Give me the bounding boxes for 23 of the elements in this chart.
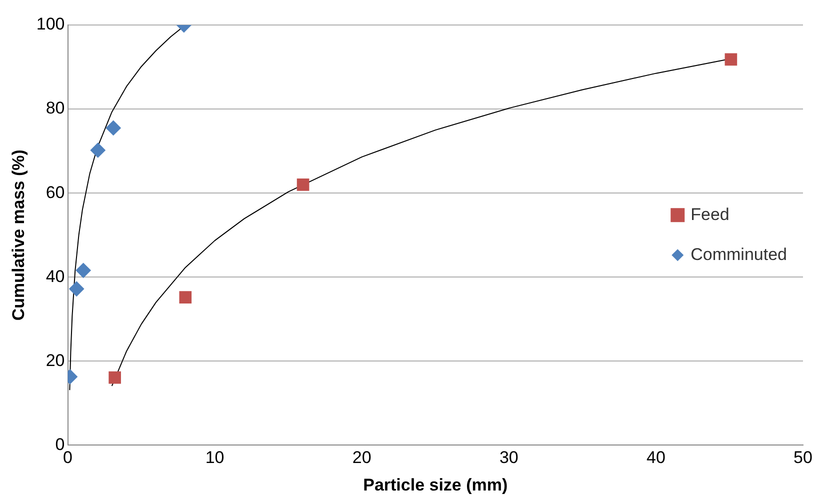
x-tick-label: 40 <box>646 448 666 468</box>
x-tick-label: 50 <box>794 448 812 468</box>
point <box>90 142 106 158</box>
point <box>106 120 121 136</box>
y-tick-label: 80 <box>46 98 65 118</box>
point <box>724 53 738 66</box>
x-axis-title: Particle size (mm) <box>363 475 508 494</box>
y-tick-label: 100 <box>36 14 65 34</box>
point <box>76 262 91 278</box>
y-tick-label: 0 <box>55 434 65 454</box>
legend-label: Comminuted <box>690 244 788 264</box>
point <box>296 178 310 191</box>
legend-label: Feed <box>690 204 730 224</box>
x-tick-label: 20 <box>352 448 372 468</box>
point <box>179 291 192 304</box>
point <box>108 371 121 384</box>
x-tick-label: 10 <box>205 448 224 468</box>
point <box>69 281 84 296</box>
y-tick-label: 60 <box>46 182 65 202</box>
x-tick-label: 30 <box>499 448 518 468</box>
y-axis-title: Cumulative mass (%) <box>8 150 28 321</box>
y-tick-label: 40 <box>46 266 65 286</box>
y-tick-label: 20 <box>46 350 65 370</box>
